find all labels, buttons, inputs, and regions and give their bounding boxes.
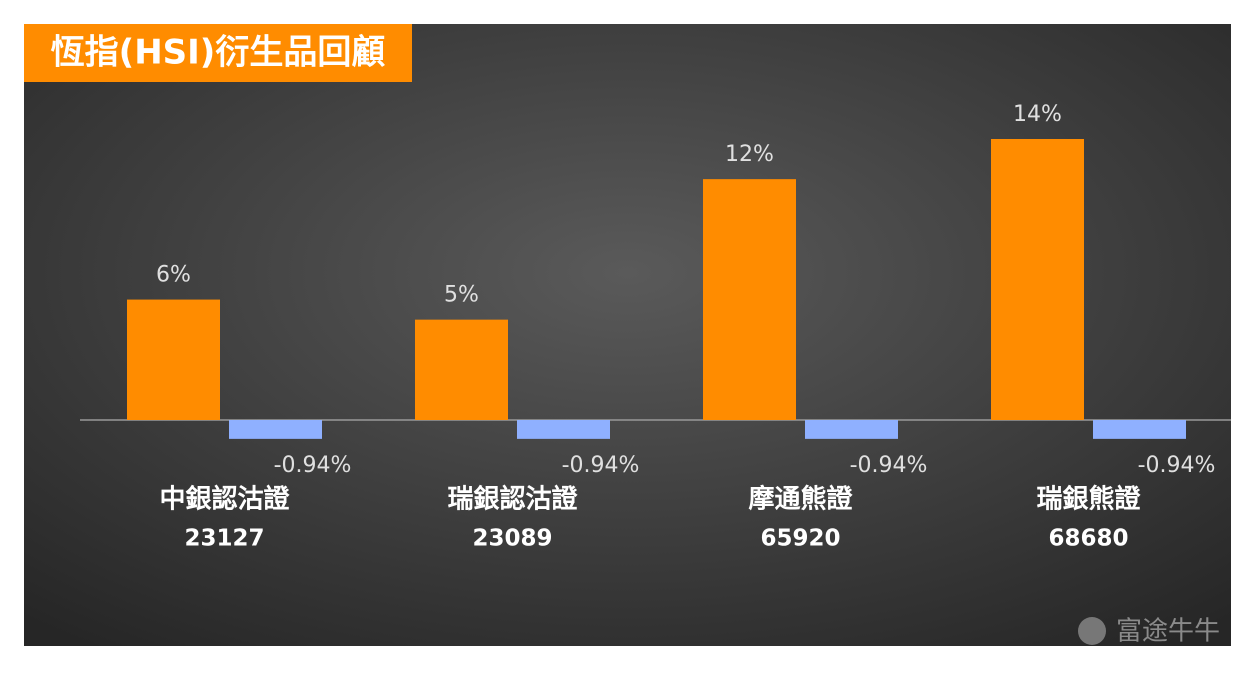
x-tick-label: 摩通熊證 <box>748 484 853 515</box>
bar <box>127 299 220 420</box>
x-tick-label: 瑞銀認沽證 <box>447 484 578 515</box>
data-label: -0.94% <box>1138 453 1216 478</box>
bar <box>703 179 796 420</box>
x-tick-label: 23127 <box>184 526 264 552</box>
data-label: -0.94% <box>274 453 352 478</box>
bar <box>805 420 898 439</box>
data-label: -0.94% <box>562 453 640 478</box>
watermark-icon <box>1078 617 1106 645</box>
bar <box>991 139 1084 420</box>
data-label: 6% <box>156 263 191 288</box>
x-tick-label: 23089 <box>472 526 552 552</box>
x-tick-label: 中銀認沽證 <box>159 484 290 515</box>
data-label: 5% <box>444 283 479 308</box>
data-label: 12% <box>725 142 774 167</box>
chart-title: 恆指(HSI)衍生品回顧 <box>51 33 386 73</box>
bar <box>517 420 610 439</box>
watermark: 富途牛牛 <box>1116 617 1220 647</box>
data-label: -0.94% <box>850 453 928 478</box>
x-tick-label: 瑞銀熊證 <box>1036 484 1141 515</box>
data-label: 14% <box>1013 102 1062 127</box>
title-box <box>24 24 412 82</box>
x-tick-label: 65920 <box>760 526 840 552</box>
bar <box>1093 420 1186 439</box>
x-tick-label: 68680 <box>1048 526 1128 552</box>
bar <box>229 420 322 439</box>
bar <box>415 319 508 420</box>
